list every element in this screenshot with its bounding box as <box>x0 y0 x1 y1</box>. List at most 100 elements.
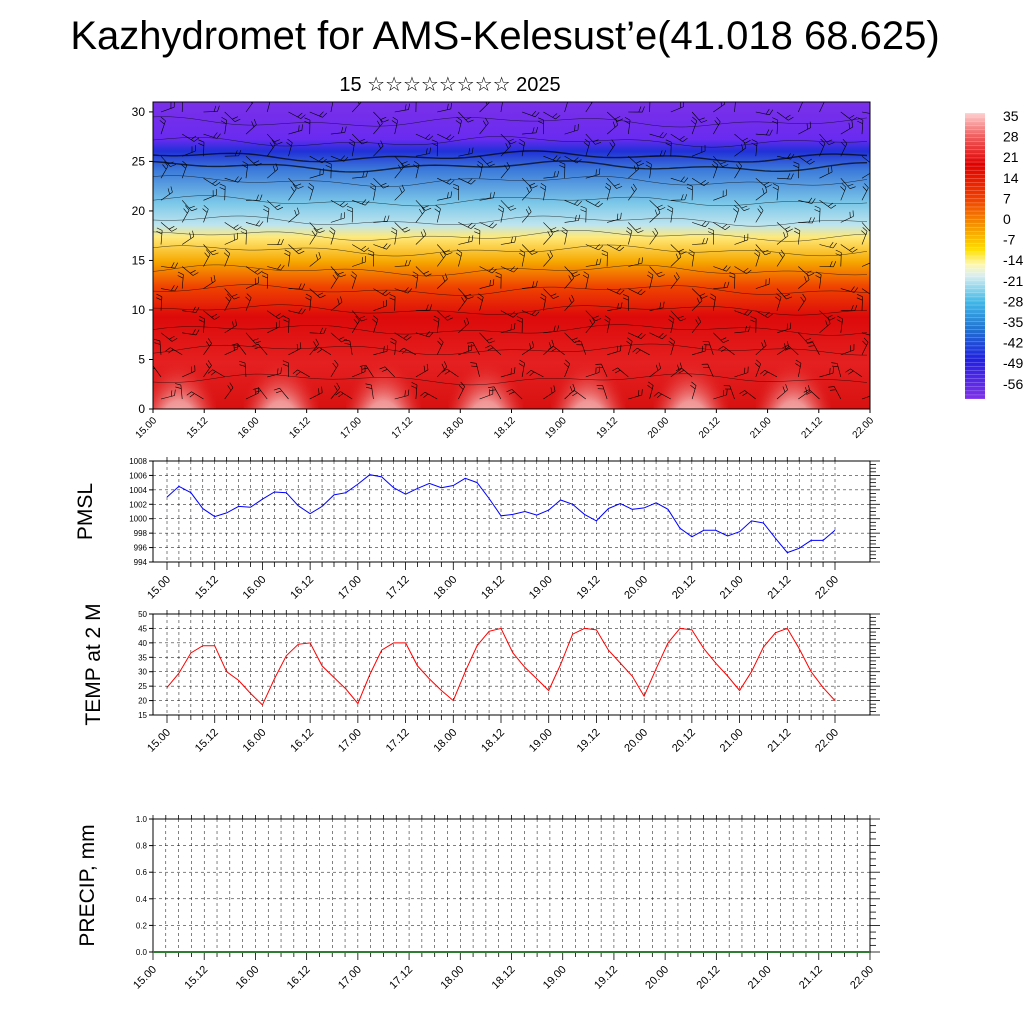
wind-barb <box>394 222 411 233</box>
wind-barb <box>479 102 490 113</box>
wind-barb <box>794 227 801 245</box>
wind-barb <box>815 271 822 289</box>
wind-barb <box>540 293 547 311</box>
wind-barb <box>840 111 858 121</box>
wind-barb <box>330 126 347 135</box>
wind-barb <box>734 200 750 211</box>
temperature-contour <box>153 160 868 173</box>
y-tick-label: 0.4 <box>136 895 148 904</box>
colorbar-label: -14 <box>1003 252 1023 268</box>
heatmap-x-tick-label: 19.00 <box>543 415 569 441</box>
x-tick-label: 18.00 <box>431 727 459 755</box>
wind-barb <box>628 222 644 233</box>
wind-barb <box>394 389 410 400</box>
wind-barb <box>373 140 384 157</box>
wind-barb <box>352 244 370 252</box>
wind-barb <box>203 275 216 289</box>
wind-barb <box>373 288 391 297</box>
wind-barb <box>352 170 368 179</box>
wind-barb <box>474 227 481 245</box>
heatmap-y-axis: 0 5 10 15 20 25 30 <box>132 105 153 416</box>
wind-barb <box>156 293 163 311</box>
wind-barb <box>330 382 340 400</box>
wind-barb <box>759 370 778 378</box>
wind-barb <box>240 227 247 245</box>
y-tick-label: 15 <box>138 711 147 720</box>
wind-barb <box>220 117 227 135</box>
x-tick-label: 20.00 <box>622 727 650 755</box>
wind-barb <box>391 227 398 245</box>
panel-frame <box>152 613 871 716</box>
wind-barb <box>518 359 525 377</box>
wind-barb <box>806 342 820 355</box>
x-tick-label: 21.12 <box>765 727 793 755</box>
wind-barb <box>569 390 586 400</box>
wind-barb <box>330 266 347 278</box>
wind-barb <box>479 117 489 135</box>
wind-barb <box>351 102 362 113</box>
wind-barb <box>181 160 188 179</box>
y-tick-label: 998 <box>134 529 148 538</box>
wind-barb <box>691 177 709 186</box>
wind-barb <box>288 308 306 315</box>
wind-barb <box>625 227 633 245</box>
x-tick-label: 20.00 <box>643 964 671 992</box>
wind-barb <box>606 244 625 252</box>
x-tick-label: 19.00 <box>541 964 569 992</box>
wind-barb <box>861 111 870 114</box>
temperature-contour <box>153 195 868 207</box>
x-tick-label: 17.12 <box>387 964 415 992</box>
y-tick-label: 1.0 <box>136 815 148 824</box>
temperature-contour <box>153 343 867 356</box>
wind-barb <box>861 288 870 295</box>
wind-barb <box>607 212 622 223</box>
warm-core <box>153 324 217 409</box>
wind-barb <box>224 382 234 400</box>
wind-barb <box>309 288 326 299</box>
wind-barb <box>819 133 835 145</box>
wind-barb <box>394 332 412 341</box>
wind-barb <box>329 227 336 245</box>
x-tick-label: 21.00 <box>718 574 746 602</box>
wind-barb <box>776 384 788 400</box>
wind-barb <box>415 266 432 277</box>
wind-barb <box>348 138 355 157</box>
wind-barb <box>798 217 815 224</box>
wind-barb <box>245 332 262 344</box>
wind-barb <box>798 197 816 204</box>
wind-barb <box>436 250 446 267</box>
wind-barb <box>479 332 495 344</box>
wind-barb <box>543 288 559 299</box>
wind-barb <box>398 347 417 356</box>
wind-barb <box>351 315 360 333</box>
x-tick-label: 20.12 <box>670 574 698 602</box>
wind-barb <box>436 310 453 321</box>
wind-barb <box>350 271 357 289</box>
x-tick-label: 20.12 <box>695 964 723 992</box>
wind-barb <box>413 160 420 179</box>
wind-barb <box>309 327 327 334</box>
wind-barb <box>420 391 438 400</box>
wind-barb <box>628 332 646 339</box>
wind-barb <box>415 102 417 113</box>
wind-barb <box>266 133 283 145</box>
wind-barb <box>840 210 854 223</box>
wind-barb <box>604 182 612 201</box>
wind-barb <box>814 205 821 223</box>
x-tick-label: 21.12 <box>765 574 793 602</box>
wind-barb <box>653 392 671 400</box>
x-tick-label: 21.12 <box>797 964 825 992</box>
wind-barb <box>734 142 747 157</box>
wind-barb <box>198 315 205 333</box>
colorbar-label: 28 <box>1003 129 1019 145</box>
wind-barb <box>675 367 693 378</box>
wind-barb <box>160 186 173 201</box>
wind-barb <box>668 337 675 355</box>
wind-barb <box>203 249 211 267</box>
wind-barb <box>668 315 675 333</box>
wind-barb <box>645 161 652 179</box>
colorbar-labels: 35 28 21 14 7 0 -7 -14 -21 -28 -35 -42 -49 -56 <box>1003 108 1023 392</box>
wind-barb <box>307 182 314 201</box>
wind-barb <box>686 183 693 201</box>
wind-barb <box>288 244 305 255</box>
